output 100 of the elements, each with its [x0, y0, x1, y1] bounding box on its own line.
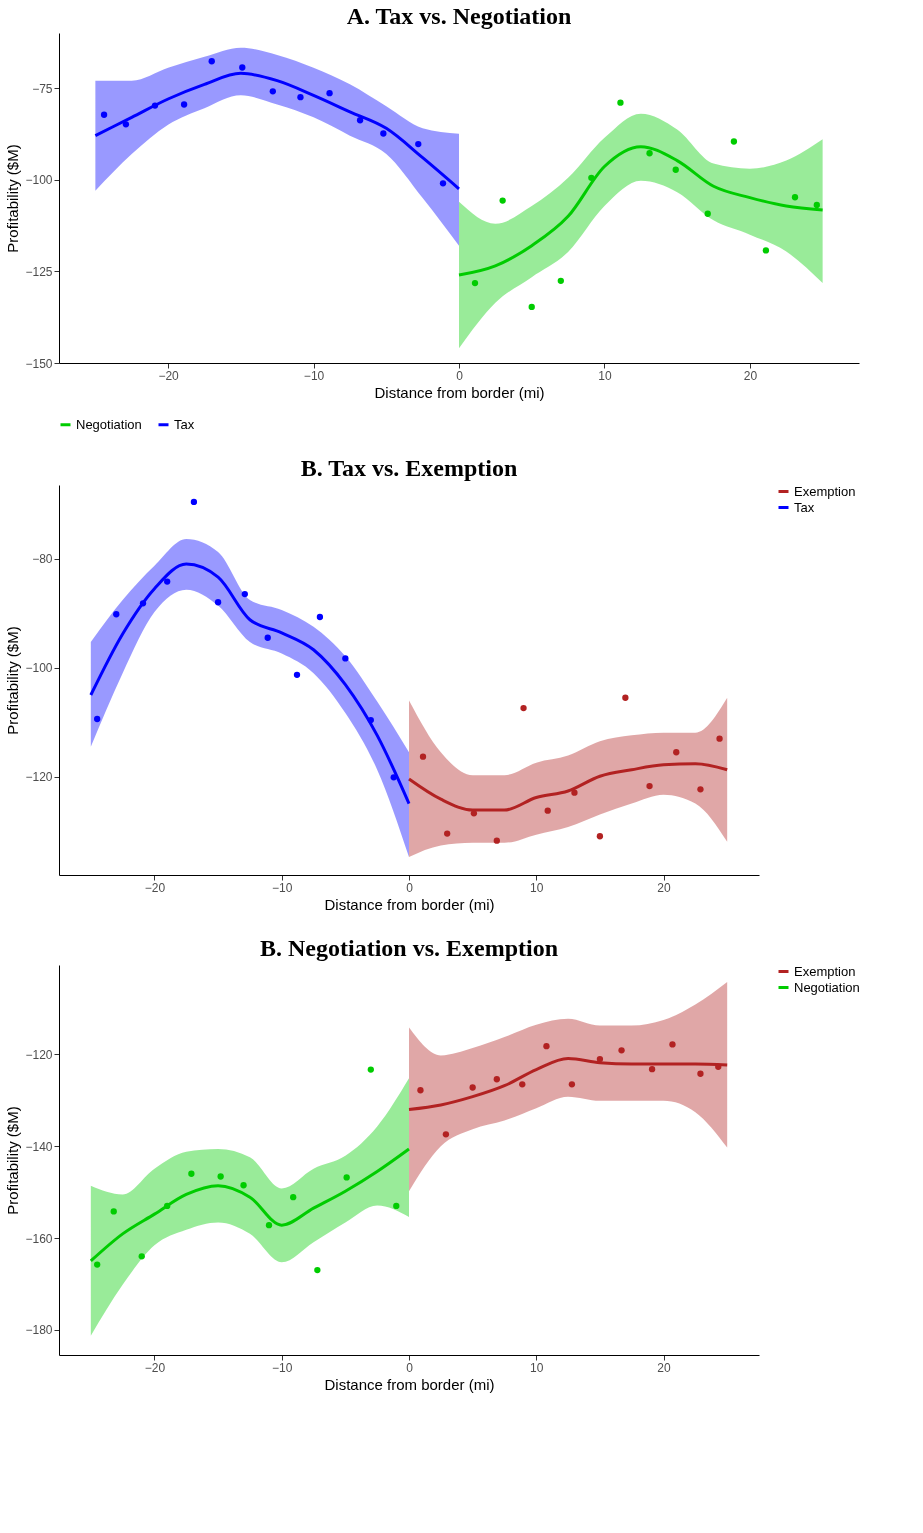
point: [791, 194, 799, 201]
point: [326, 89, 333, 97]
legend-label: Tax: [794, 499, 815, 515]
point: [94, 715, 101, 723]
point: [343, 1174, 350, 1181]
x-axis-title: Distance from border (mi): [324, 1375, 495, 1393]
point: [367, 716, 374, 724]
point: [697, 786, 704, 793]
point: [493, 1076, 500, 1083]
point: [716, 735, 723, 742]
point: [314, 1266, 321, 1274]
x-axis-title: Distance from border (mi): [324, 895, 495, 913]
point: [672, 166, 679, 173]
y-tick-label: −75: [32, 81, 53, 96]
point: [557, 277, 564, 285]
y-tick-label: −140: [25, 1139, 53, 1154]
point: [622, 694, 629, 701]
point: [697, 1070, 704, 1077]
point: [240, 1182, 247, 1189]
y-tick-label: −120: [25, 770, 53, 785]
point: [265, 1222, 273, 1229]
y-tick-label: −150: [25, 356, 53, 371]
point: [520, 704, 527, 712]
point: [217, 1173, 224, 1180]
point: [264, 634, 271, 641]
line-series: [407, 1057, 729, 1112]
x-tick-label: 10: [598, 368, 612, 383]
x-tick-label: 10: [530, 880, 544, 895]
point: [544, 807, 551, 814]
point: [180, 101, 188, 108]
x-tick-label: −20: [144, 880, 166, 895]
point: [151, 102, 159, 109]
point: [380, 130, 387, 137]
chart-title: B. Negotiation vs. Exemption: [259, 935, 559, 961]
point: [188, 1170, 195, 1177]
y-tick-label: −125: [25, 264, 53, 279]
point: [762, 247, 770, 254]
point: [417, 1087, 424, 1094]
point: [110, 1208, 117, 1215]
y-axis-title: Profitability ($M): [4, 1106, 22, 1215]
point: [367, 1066, 374, 1073]
x-tick-label: −20: [158, 368, 180, 383]
point: [293, 671, 301, 678]
point: [269, 88, 276, 95]
x-tick-label: −10: [272, 880, 293, 895]
point: [470, 810, 478, 817]
point: [122, 121, 130, 128]
point: [100, 111, 108, 118]
point: [813, 201, 820, 209]
point: [543, 1043, 550, 1050]
chart-title: B. Tax vs. Exemption: [300, 455, 518, 481]
point: [596, 833, 604, 840]
legend-label: Negotiation: [794, 979, 860, 995]
point: [208, 58, 215, 65]
point: [528, 303, 535, 311]
point: [499, 197, 506, 204]
point: [571, 789, 578, 796]
x-tick-label: −10: [272, 1360, 293, 1375]
point: [673, 749, 680, 756]
point: [164, 578, 171, 585]
line-series: [457, 145, 825, 277]
x-axis-title: Distance from border (mi): [374, 383, 545, 401]
point: [469, 1084, 476, 1091]
point: [139, 600, 147, 607]
x-tick-label: 20: [743, 368, 758, 383]
y-tick-label: −120: [25, 1047, 53, 1062]
point: [290, 1194, 297, 1201]
line-series: [89, 1147, 411, 1263]
y-axis-title: Profitability ($M): [4, 626, 22, 735]
point: [164, 1202, 171, 1210]
point: [730, 138, 738, 145]
point: [646, 782, 653, 790]
line-series: [89, 562, 411, 806]
point: [190, 498, 198, 506]
y-tick-label: −160: [25, 1231, 53, 1246]
x-tick-label: −10: [303, 368, 325, 383]
point: [439, 180, 447, 187]
point: [471, 279, 479, 287]
point: [648, 1066, 656, 1073]
y-tick-label: −180: [25, 1323, 53, 1338]
y-tick-label: −100: [25, 661, 53, 676]
y-axis-title: Profitability ($M): [4, 144, 22, 253]
point: [596, 1055, 604, 1063]
point: [415, 140, 422, 148]
point: [94, 1261, 101, 1268]
x-tick-label: 20: [657, 1360, 672, 1375]
point: [356, 117, 364, 124]
point: [568, 1081, 576, 1088]
legend-label: Exemption: [794, 483, 856, 499]
y-tick-label: −80: [32, 552, 53, 567]
point: [113, 611, 120, 618]
point: [342, 655, 349, 662]
x-tick-label: 20: [657, 880, 672, 895]
point: [297, 94, 304, 101]
x-tick-label: 0: [406, 880, 414, 895]
point: [214, 599, 222, 606]
y-tick-label: −100: [25, 173, 53, 188]
point: [519, 1081, 526, 1088]
point: [588, 174, 595, 181]
point: [669, 1041, 676, 1048]
